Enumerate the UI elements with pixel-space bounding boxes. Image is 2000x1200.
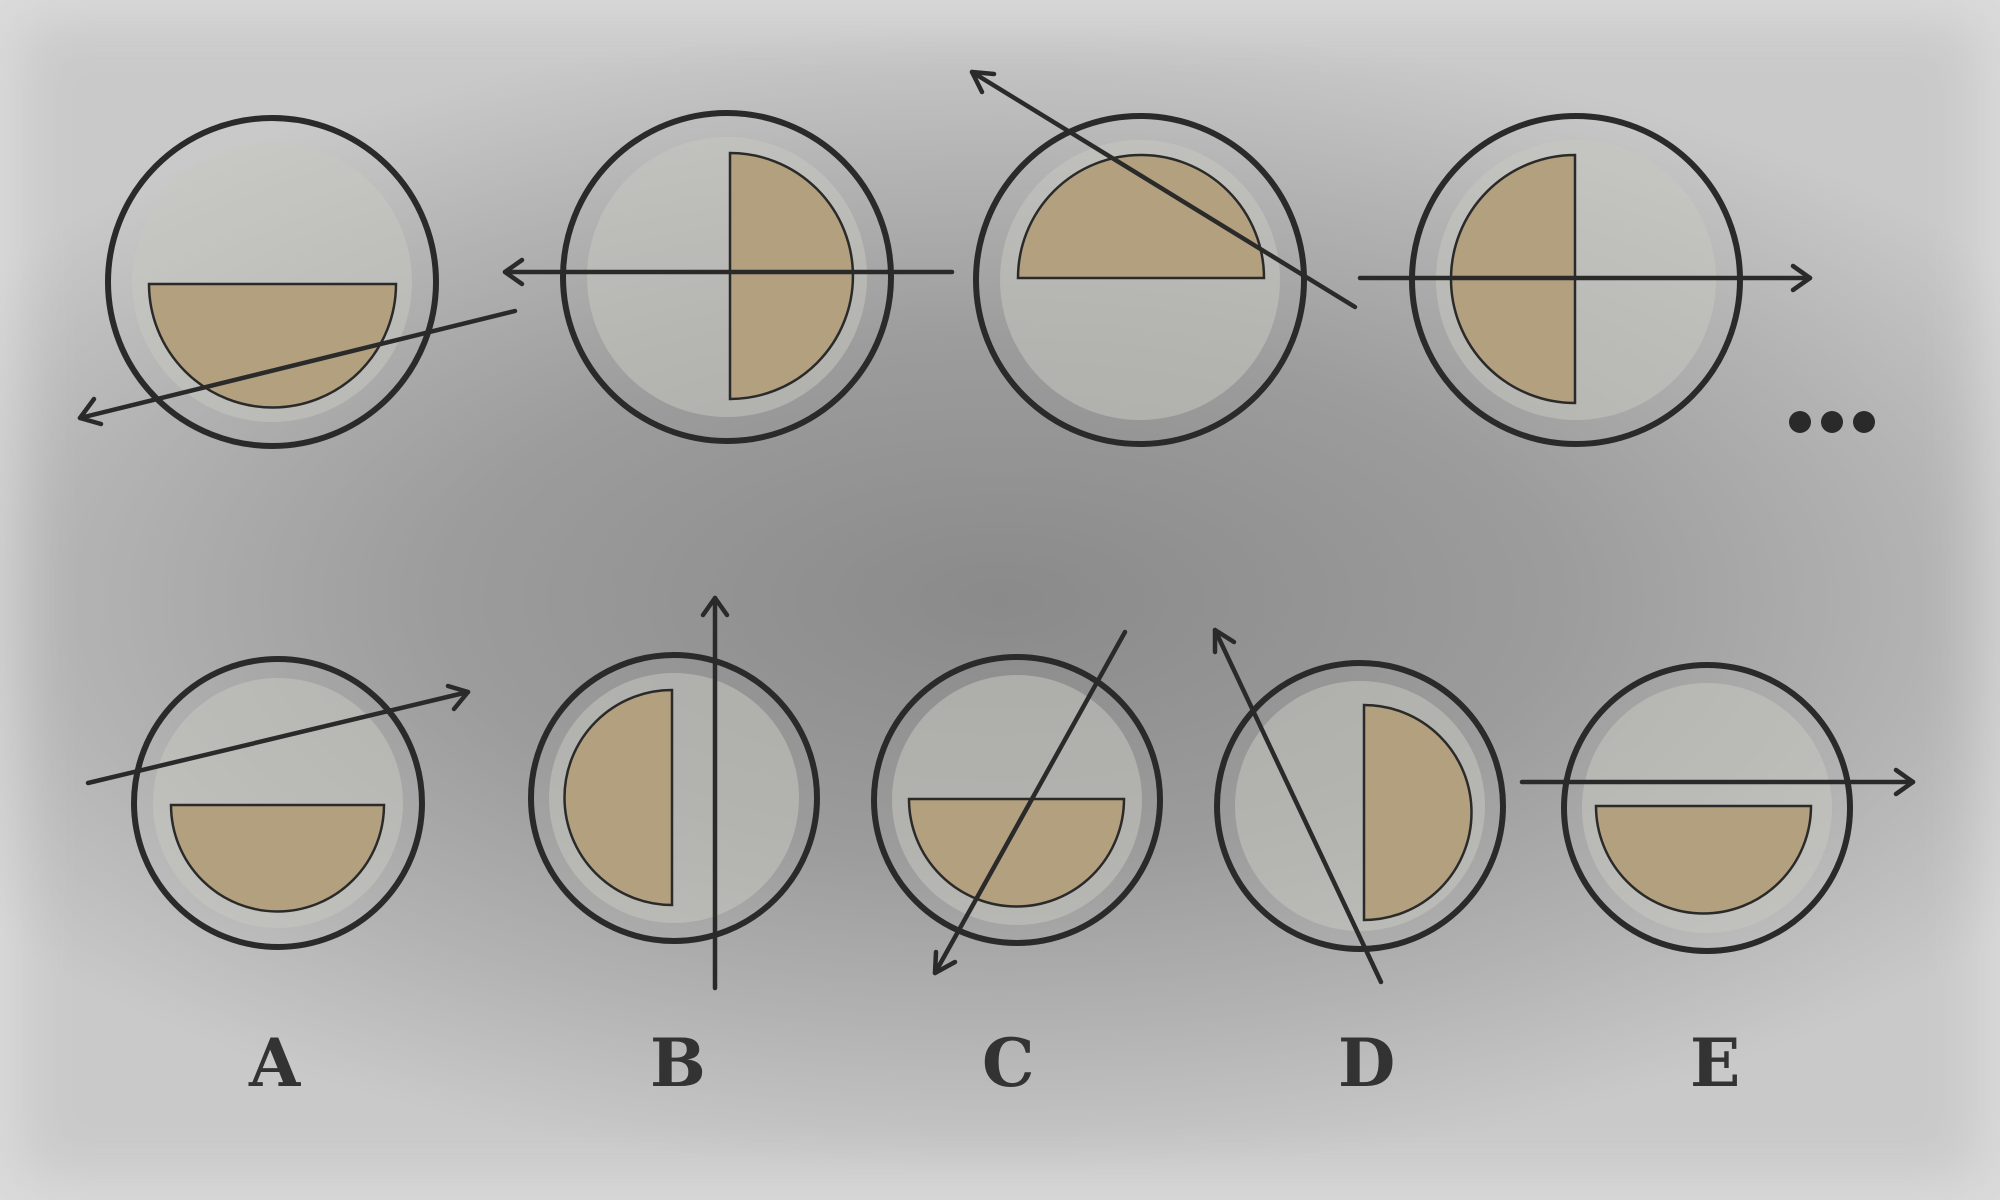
arrowhead: [700, 595, 730, 618]
arrow-line: [969, 69, 1358, 310]
option-a-figure[interactable]: [85, 656, 471, 950]
outer-circle: [1561, 662, 1853, 954]
option-a-label[interactable]: A: [248, 1024, 301, 1102]
outer-circle: [973, 113, 1307, 447]
option-e-figure[interactable]: [1519, 662, 1916, 954]
arrowhead: [1893, 767, 1916, 797]
arrowhead: [969, 69, 997, 95]
arrow-line: [85, 689, 471, 786]
semicircle-down: [907, 797, 1126, 908]
sequence-figure-3: [969, 69, 1358, 447]
semicircle-up: [1016, 153, 1266, 280]
arrow-line: [932, 629, 1128, 976]
outer-circle: [131, 656, 425, 950]
arrow-line: [77, 308, 518, 421]
semicircle-left: [563, 688, 674, 907]
outer-circle: [1214, 660, 1506, 952]
semicircle-down: [147, 282, 398, 409]
semicircle-down: [169, 803, 386, 913]
semicircle-right: [728, 151, 855, 401]
outer-circle: [105, 115, 439, 449]
semicircle-down: [1594, 804, 1813, 915]
semicircle-right: [1362, 703, 1473, 922]
outer-circle: [528, 652, 820, 944]
arrow-line: [1212, 627, 1384, 985]
outer-circle: [871, 654, 1163, 946]
option-c-figure[interactable]: [871, 629, 1163, 976]
sequence-figure-4: [1357, 113, 1813, 447]
arrowhead: [1212, 627, 1237, 655]
sequence-figure-2: [502, 110, 955, 444]
arrowhead: [502, 257, 525, 287]
option-c-label[interactable]: C: [982, 1024, 1035, 1102]
arrowhead: [1790, 263, 1813, 293]
continuation-ellipsis: [1789, 411, 1875, 433]
sequence-figure-1: [77, 115, 518, 449]
arrowhead: [77, 396, 104, 427]
option-b-label[interactable]: B: [650, 1024, 706, 1102]
arrowhead: [932, 949, 958, 976]
option-e-label[interactable]: E: [1690, 1024, 1740, 1102]
option-d-label[interactable]: D: [1338, 1024, 1395, 1102]
arrowhead: [445, 683, 471, 712]
option-b-figure[interactable]: [528, 595, 820, 991]
outer-circle: [560, 110, 894, 444]
option-d-figure[interactable]: [1212, 627, 1506, 985]
